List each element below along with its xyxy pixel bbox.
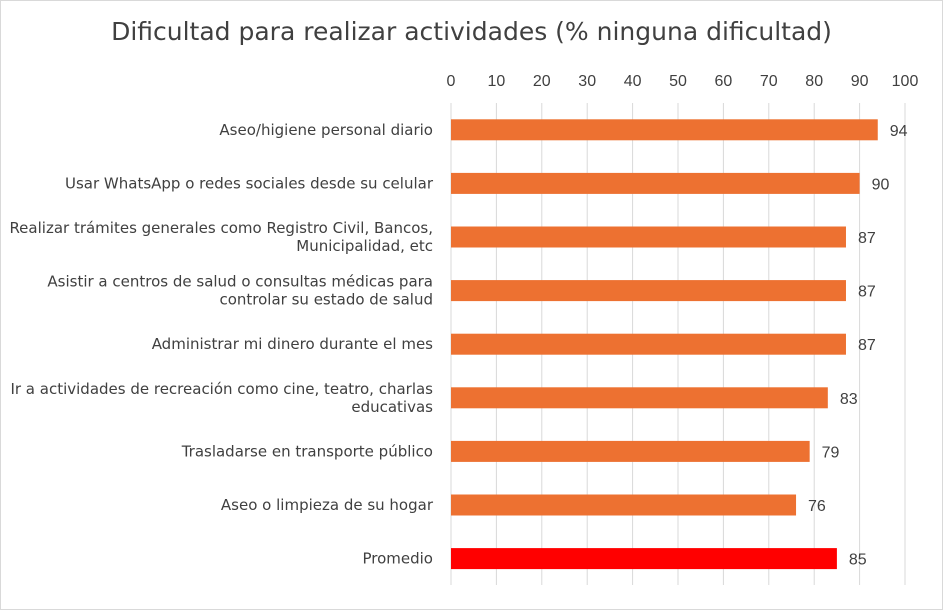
- bar: [451, 280, 846, 302]
- category-label: Trasladarse en transporte público: [181, 442, 433, 460]
- bar: [451, 119, 878, 141]
- bar: [451, 548, 837, 570]
- chart-title: Dificultad para realizar actividades (% …: [111, 17, 832, 46]
- category-label: Ir a actividades de recreación como cine…: [10, 380, 433, 398]
- data-label: 87: [858, 284, 876, 301]
- category-label: Realizar trámites generales como Registr…: [9, 219, 433, 237]
- x-tick-label: 30: [578, 73, 596, 90]
- x-tick-label: 80: [805, 73, 823, 90]
- x-tick-label: 20: [533, 73, 551, 90]
- bar: [451, 172, 860, 194]
- bar: [451, 494, 797, 516]
- data-label: 94: [890, 123, 908, 140]
- bar: [451, 387, 828, 409]
- category-label: Asistir a centros de salud o consultas m…: [47, 273, 433, 291]
- x-tick-label: 50: [669, 73, 687, 90]
- category-label: Usar WhatsApp o redes sociales desde su …: [65, 174, 434, 192]
- data-label: 85: [849, 552, 867, 569]
- x-tick-label: 70: [760, 73, 778, 90]
- data-label: 76: [808, 498, 826, 515]
- x-tick-label: 10: [488, 73, 506, 90]
- category-label: controlar su estado de salud: [219, 291, 433, 309]
- category-label: Aseo/higiene personal diario: [219, 121, 433, 139]
- x-tick-label: 0: [447, 73, 456, 90]
- x-tick-label: 90: [851, 73, 869, 90]
- category-label: Municipalidad, etc: [296, 237, 433, 255]
- category-label: Administrar mi dinero durante el mes: [152, 335, 433, 353]
- bar: [451, 226, 846, 248]
- data-label: 87: [858, 230, 876, 247]
- data-label: 87: [858, 337, 876, 354]
- bar: [451, 333, 846, 355]
- data-label: 79: [822, 444, 840, 461]
- category-label: Aseo o limpieza de su hogar: [221, 496, 434, 514]
- bar: [451, 440, 810, 462]
- x-tick-label: 100: [892, 73, 919, 90]
- category-label: Promedio: [362, 550, 433, 568]
- x-tick-label: 60: [715, 73, 733, 90]
- data-label: 83: [840, 391, 858, 408]
- data-label: 90: [872, 176, 890, 193]
- x-tick-label: 40: [624, 73, 642, 90]
- category-label: educativas: [351, 398, 433, 416]
